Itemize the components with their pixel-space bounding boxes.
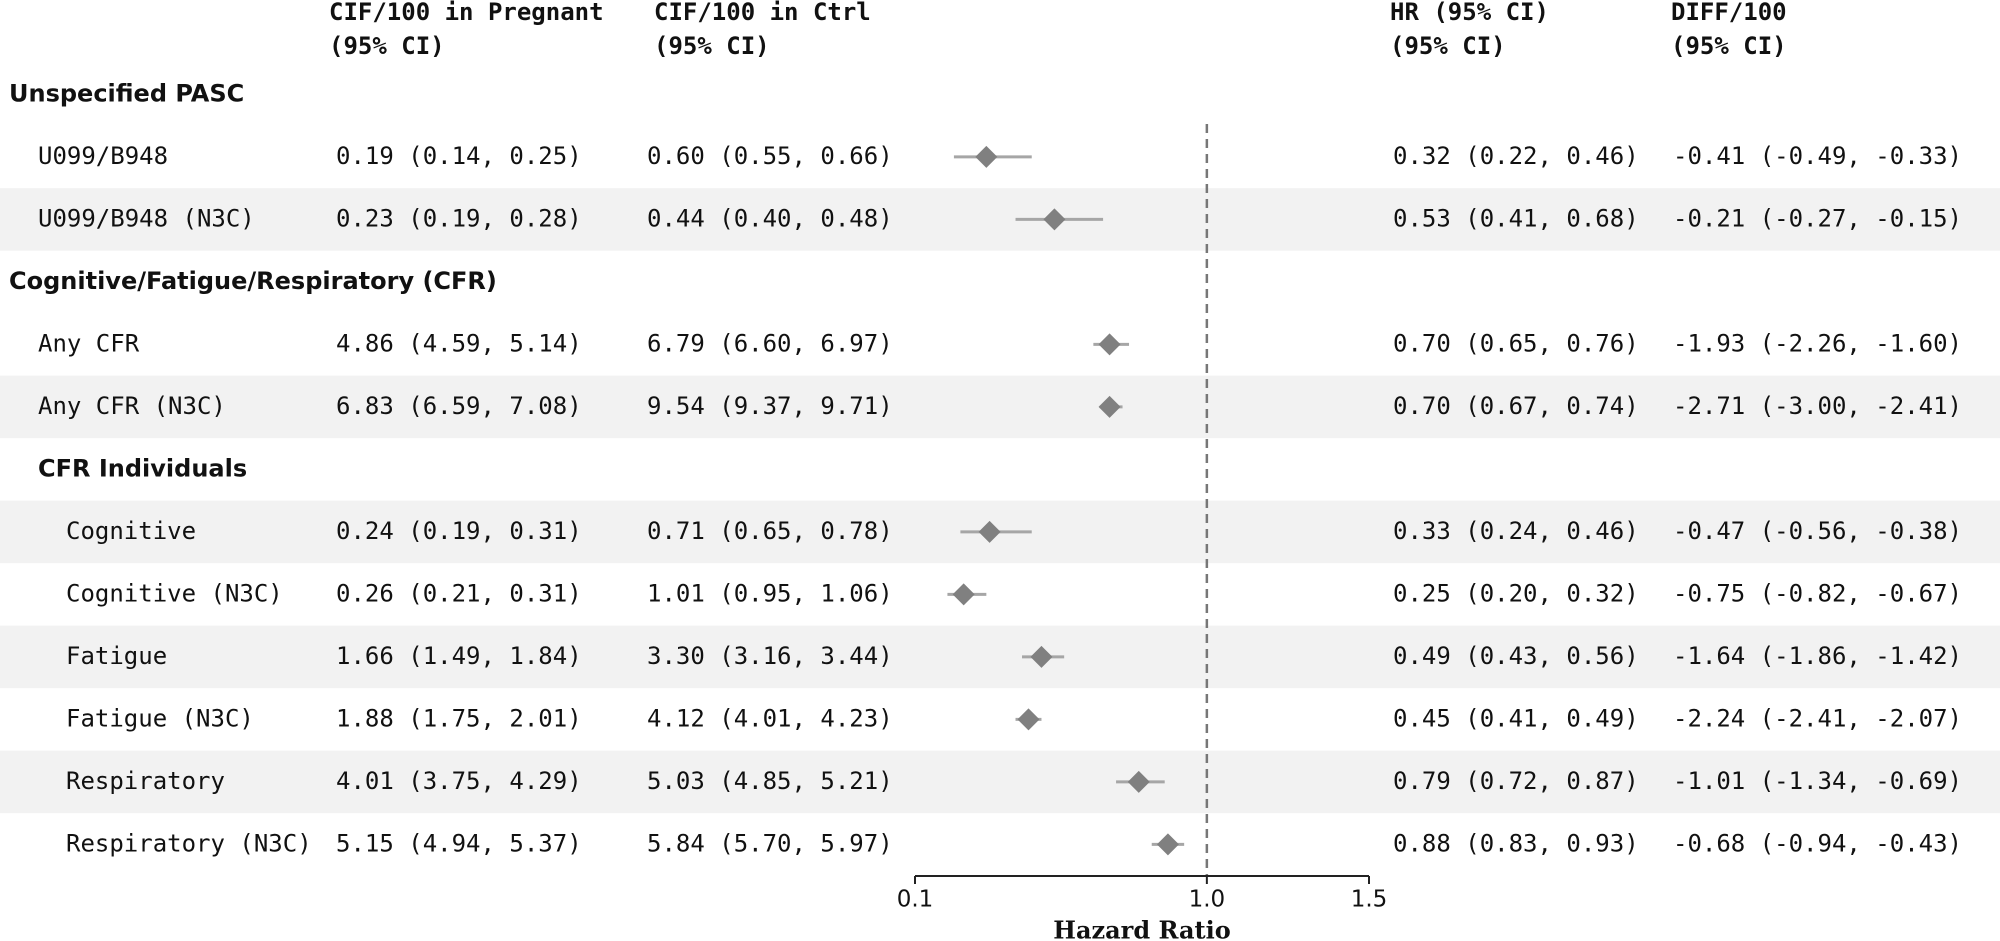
cell-cif-ctrl: 3.30 (3.16, 3.44) (647, 642, 893, 670)
cell-hr-label: 0.70 (0.65, 0.76) (1393, 329, 1639, 357)
cell-hr-label: 0.33 (0.24, 0.46) (1393, 517, 1639, 545)
x-tick-label: 1.5 (1351, 887, 1388, 913)
cell-cif-ctrl: 1.01 (0.95, 1.06) (647, 579, 893, 607)
cell-diff: -0.75 (-0.82, -0.67) (1673, 579, 1962, 607)
cell-hr-label: 0.25 (0.20, 0.32) (1393, 579, 1639, 607)
cell-hr-label: 0.88 (0.83, 0.93) (1393, 829, 1639, 857)
column-header: (95% CI) (329, 32, 445, 60)
row-label: Fatigue (66, 642, 167, 670)
cell-cif-pregnant: 0.26 (0.21, 0.31) (336, 579, 582, 607)
row-stripe (0, 188, 2000, 251)
cell-cif-ctrl: 0.71 (0.65, 0.78) (647, 517, 893, 545)
row-label: U099/B948 (38, 142, 168, 170)
cell-cif-ctrl: 0.44 (0.40, 0.48) (647, 204, 893, 232)
cell-cif-ctrl: 0.60 (0.55, 0.66) (647, 142, 893, 170)
cell-cif-pregnant: 1.88 (1.75, 2.01) (336, 704, 582, 732)
hr-marker (978, 520, 1001, 543)
cell-diff: -1.93 (-2.26, -1.60) (1673, 329, 1962, 357)
x-tick-label: 1.0 (1189, 887, 1226, 913)
column-header: CIF/100 in Ctrl (654, 0, 871, 26)
hr-marker (1156, 833, 1179, 856)
cell-hr-label: 0.45 (0.41, 0.49) (1393, 704, 1639, 732)
section-title: Cognitive/Fatigue/Respiratory (CFR) (9, 267, 497, 295)
cell-cif-pregnant: 0.24 (0.19, 0.31) (336, 517, 582, 545)
column-header: (95% CI) (1671, 32, 1787, 60)
cell-diff: -2.71 (-3.00, -2.41) (1673, 392, 1962, 420)
row-label: Any CFR (38, 329, 140, 357)
section-title: Unspecified PASC (9, 79, 244, 107)
cell-cif-pregnant: 6.83 (6.59, 7.08) (336, 392, 582, 420)
cell-cif-pregnant: 0.19 (0.14, 0.25) (336, 142, 582, 170)
column-header: (95% CI) (654, 32, 770, 60)
column-header: CIF/100 in Pregnant (329, 0, 604, 26)
row-stripe (0, 625, 2000, 689)
cell-cif-ctrl: 5.84 (5.70, 5.97) (647, 829, 893, 857)
cell-cif-ctrl: 5.03 (4.85, 5.21) (647, 767, 893, 795)
row-label: Any CFR (N3C) (38, 392, 226, 420)
hr-marker (1127, 770, 1150, 793)
row-stripe (0, 750, 2000, 814)
hr-marker (975, 145, 998, 168)
hr-marker (1030, 645, 1053, 668)
cell-diff: -0.21 (-0.27, -0.15) (1673, 204, 1962, 232)
row-stripe (0, 375, 2000, 439)
cell-cif-ctrl: 6.79 (6.60, 6.97) (647, 329, 893, 357)
cell-diff: -0.47 (-0.56, -0.38) (1673, 517, 1962, 545)
cell-hr-label: 0.53 (0.41, 0.68) (1393, 204, 1639, 232)
row-label: Respiratory (66, 767, 225, 795)
content: CIF/100 in Pregnant (95% CI) CIF/100 in Ct… (9, 0, 1962, 913)
row-label: Cognitive (N3C) (66, 579, 283, 607)
cell-cif-pregnant: 0.23 (0.19, 0.28) (336, 204, 582, 232)
column-header: HR (95% CI) (1390, 0, 1549, 26)
cell-cif-pregnant: 4.86 (4.59, 5.14) (336, 329, 582, 357)
cell-cif-ctrl: 4.12 (4.01, 4.23) (647, 704, 893, 732)
cell-cif-pregnant: 5.15 (4.94, 5.37) (336, 829, 582, 857)
x-tick-label: 0.1 (897, 887, 934, 913)
x-axis-label: Hazard Ratio (1053, 916, 1230, 941)
hr-marker (1098, 333, 1121, 356)
column-header: DIFF/100 (1671, 0, 1787, 26)
cell-hr-label: 0.70 (0.67, 0.74) (1393, 392, 1639, 420)
hr-marker (1098, 395, 1121, 418)
cell-cif-ctrl: 9.54 (9.37, 9.71) (647, 392, 893, 420)
row-label: Fatigue (N3C) (66, 704, 254, 732)
row-label: Cognitive (66, 517, 196, 545)
row-label: U099/B948 (N3C) (38, 204, 255, 232)
cell-hr-label: 0.79 (0.72, 0.87) (1393, 767, 1639, 795)
cell-hr-label: 0.32 (0.22, 0.46) (1393, 142, 1639, 170)
cell-diff: -0.68 (-0.94, -0.43) (1673, 829, 1962, 857)
hr-marker (1017, 708, 1040, 731)
cell-hr-label: 0.49 (0.43, 0.56) (1393, 642, 1639, 670)
row-label: Respiratory (N3C) (66, 829, 312, 857)
subsection-title: CFR Individuals (38, 454, 247, 482)
cell-diff: -2.24 (-2.41, -2.07) (1673, 704, 1962, 732)
hr-marker (952, 583, 975, 606)
cell-cif-pregnant: 4.01 (3.75, 4.29) (336, 767, 582, 795)
stripes (0, 188, 2000, 814)
cell-cif-pregnant: 1.66 (1.49, 1.84) (336, 642, 582, 670)
cell-diff: -0.41 (-0.49, -0.33) (1673, 142, 1962, 170)
hr-marker (1043, 208, 1066, 231)
column-header: (95% CI) (1390, 32, 1506, 60)
cell-diff: -1.64 (-1.86, -1.42) (1673, 642, 1962, 670)
cell-diff: -1.01 (-1.34, -0.69) (1673, 767, 1962, 795)
